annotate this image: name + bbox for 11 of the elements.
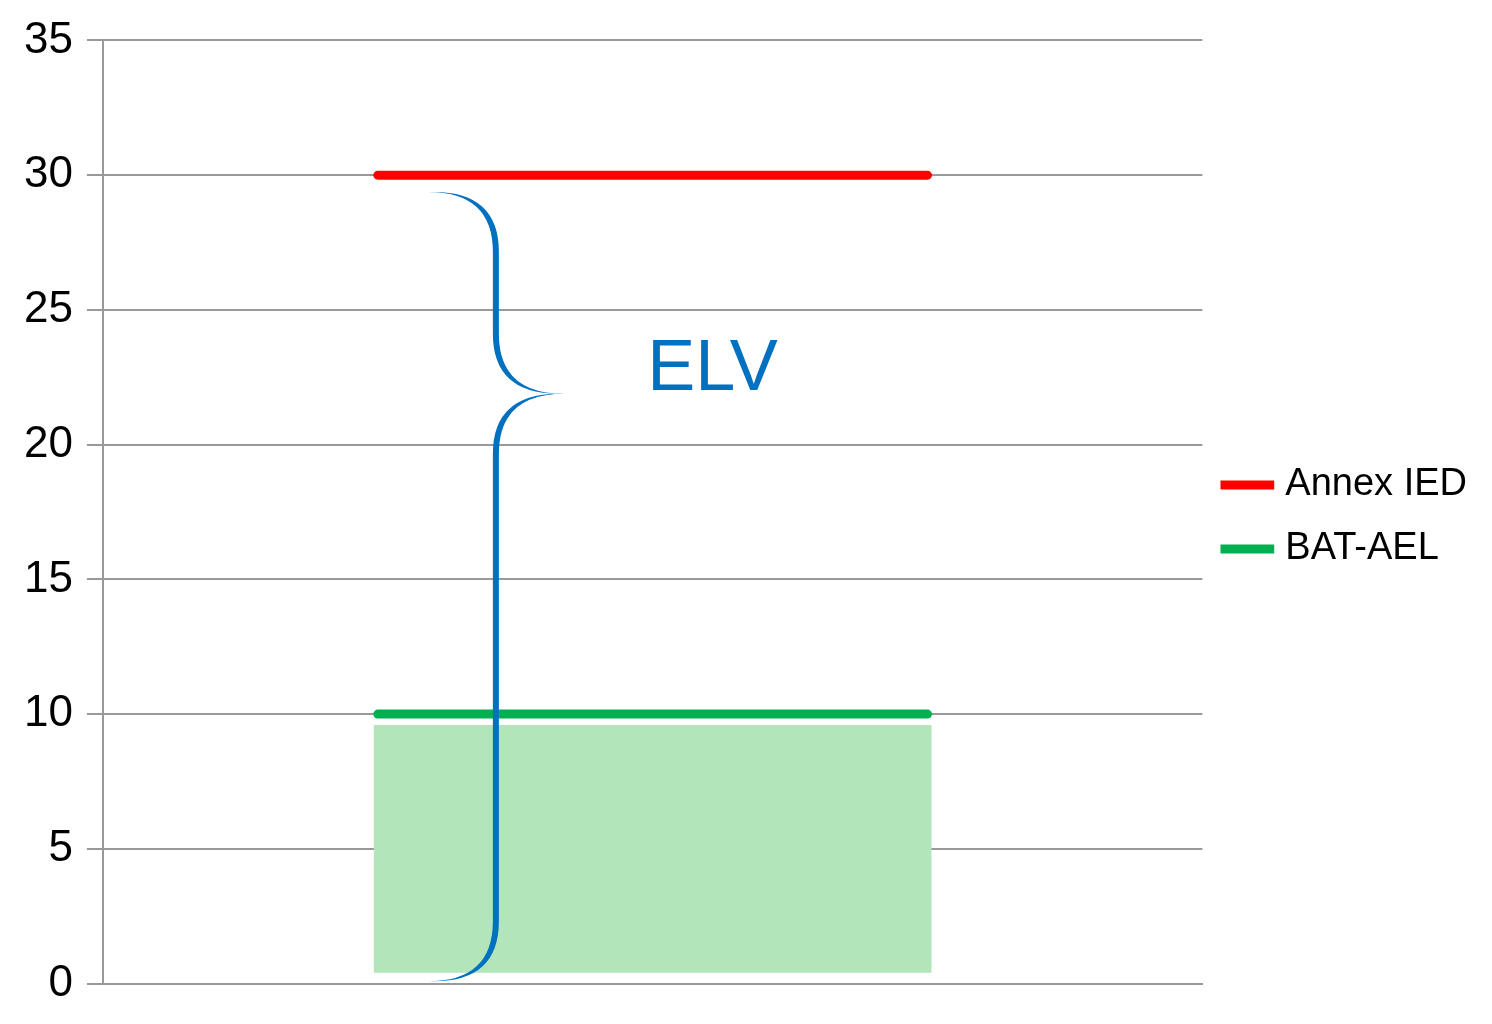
legend-label: Annex IED	[1285, 461, 1468, 504]
y-tick-label: 20	[23, 416, 73, 466]
y-tick-label: 0	[48, 955, 73, 1005]
annotation: ELV	[647, 325, 778, 406]
y-tick-label: 5	[48, 821, 73, 870]
legend-label: BAT-AEL	[1285, 525, 1439, 568]
y-tick-label: 15	[23, 551, 73, 601]
y-tick-label: 25	[23, 282, 73, 332]
y-tick-label: 10	[23, 686, 73, 736]
y-tick-label: 30	[23, 147, 73, 197]
y-tick-label: 35	[23, 12, 73, 62]
